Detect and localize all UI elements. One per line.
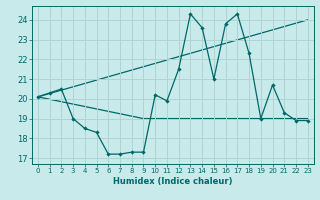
X-axis label: Humidex (Indice chaleur): Humidex (Indice chaleur) bbox=[113, 177, 233, 186]
